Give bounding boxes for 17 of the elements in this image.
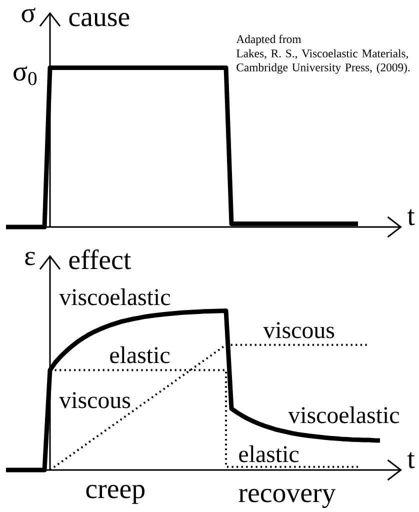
- x-axis-title: t: [407, 209, 415, 226]
- text: creep: [86, 484, 145, 504]
- text: viscous: [263, 322, 334, 338]
- series-label: elastic: [239, 445, 299, 462]
- annotation: Lakes, R. S., Viscoelastic Materials, Cambridge University Press, (2009).: [236, 49, 410, 74]
- legend-label: viscoelastic: [59, 288, 170, 306]
- text: elastic: [110, 346, 170, 364]
- text: Adapted from: [236, 34, 302, 46]
- series-label: viscous: [59, 392, 130, 408]
- chart-title: cause: [69, 12, 130, 26]
- chart-title: effect: [69, 249, 132, 270]
- y-axis-title: ε: [25, 252, 35, 266]
- annotation: σ$_{0}$: [14, 66, 37, 86]
- y-axis-title: σ: [22, 8, 36, 22]
- x-axis-title: t: [407, 452, 415, 468]
- text: recovery: [238, 488, 336, 508]
- text: viscoelastic: [288, 406, 400, 424]
